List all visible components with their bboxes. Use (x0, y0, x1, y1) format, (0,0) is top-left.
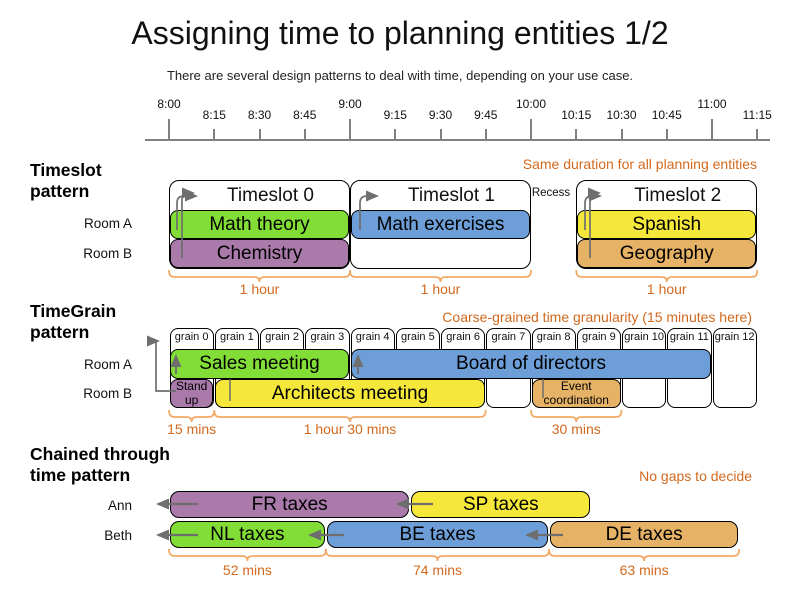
axis-tick-label: 9:45 (474, 108, 498, 122)
event-box: Sales meeting (170, 349, 349, 379)
axis-tick-label: 10:00 (515, 97, 547, 111)
axis-tick-label: 9:00 (338, 97, 362, 111)
duration-label: 1 hour 30 mins (303, 421, 397, 437)
duration-label: 1 hour (646, 281, 687, 297)
axis-tick-label: 10:15 (561, 108, 592, 122)
event-box: NL taxes (170, 521, 325, 548)
axis-tick (439, 129, 442, 141)
grain-box: grain 12 (712, 328, 757, 408)
axis-tick (349, 119, 351, 141)
grain-label: grain 9 (582, 331, 616, 343)
axis-tick (394, 129, 397, 141)
axis-tick (665, 129, 668, 141)
axis-tick (303, 129, 306, 141)
heading-line: pattern (30, 181, 90, 201)
row-label-timeslot: Room A (83, 216, 132, 231)
duration-brace (548, 548, 741, 562)
grain-label: grain 10 (624, 331, 664, 343)
axis-tick-label: 8:45 (293, 108, 317, 122)
annotation-timeslot: Same duration for all planning entities (522, 156, 757, 172)
heading-line: time pattern (30, 465, 131, 485)
event-box: Math exercises (351, 210, 530, 239)
heading-line: Timeslot (30, 160, 102, 180)
timeslot-label: Timeslot 0 (227, 185, 314, 206)
slide-title: Assigning time to planning entities 1/2 (131, 15, 669, 51)
event-box: SP taxes (411, 491, 591, 518)
axis-tick-label: 8:00 (157, 97, 181, 111)
event-box: Spanish (577, 210, 757, 239)
event-box: Math theory (170, 210, 349, 239)
duration-label: 1 hour (239, 281, 280, 297)
grain-label: grain 4 (355, 331, 390, 343)
grain-label: grain 7 (491, 331, 526, 343)
row-label-timegrain: Room A (83, 357, 132, 372)
row-label-chained: Ann (107, 498, 132, 513)
grain-label: grain 3 (310, 331, 345, 343)
grain-label: grain 1 (220, 331, 254, 343)
section-heading-timegrain: TimeGrain pattern (30, 301, 116, 343)
row-label-timegrain: Room B (83, 386, 132, 401)
duration-label: 15 mins (167, 421, 217, 437)
slide-subtitle: There are several design patterns to dea… (166, 68, 634, 83)
event-box: Architects meeting (215, 379, 485, 408)
axis-tick-label: 10:30 (606, 108, 637, 122)
section-heading-timeslot: Timeslot pattern (30, 160, 102, 202)
time-axis-line (145, 139, 770, 141)
event-box: Event coordination (532, 379, 621, 408)
grain-label: grain 2 (265, 331, 299, 343)
event-box: BE taxes (326, 521, 549, 548)
grain-label: grain 11 (669, 331, 709, 343)
duration-label: 1 hour (420, 281, 461, 297)
heading-line: pattern (30, 322, 90, 342)
axis-tick-label: 9:30 (428, 108, 453, 122)
axis-tick (168, 119, 170, 141)
event-box: Chemistry (170, 239, 349, 268)
grain-label: grain 6 (446, 331, 480, 343)
axis-tick-label: 8:15 (202, 108, 226, 122)
duration-label: 63 mins (619, 562, 669, 578)
axis-tick (213, 129, 216, 141)
axis-tick (711, 119, 713, 141)
duration-label: 74 mins (412, 562, 462, 578)
duration-brace (324, 548, 550, 562)
duration-label: 30 mins (551, 421, 601, 437)
axis-tick-label: 11:00 (697, 97, 727, 111)
grain-label: grain 5 (401, 331, 435, 343)
heading-line: TimeGrain (30, 301, 117, 321)
event-box: Board of directors (351, 349, 711, 379)
axis-tick (575, 129, 578, 141)
axis-tick-label: 8:30 (247, 108, 272, 122)
duration-brace (168, 548, 327, 562)
event-box: Geography (577, 239, 757, 268)
timeslot-label: Timeslot 2 (634, 185, 722, 206)
axis-tick-label: 9:15 (383, 108, 407, 122)
annotation-timegrain: Coarse-grained time granularity (15 minu… (442, 309, 752, 325)
axis-tick (484, 129, 487, 141)
event-box: FR taxes (170, 491, 410, 518)
grain-label: grain 12 (714, 331, 755, 343)
section-heading-chained: Chained through time pattern (30, 444, 170, 486)
axis-tick (258, 129, 261, 141)
row-label-chained: Beth (104, 528, 132, 543)
axis-tick-label: 11:15 (742, 108, 772, 122)
axis-tick (620, 129, 623, 141)
axis-tick-label: 10:45 (651, 108, 682, 122)
annotation-chained: No gaps to decide (639, 468, 752, 484)
duration-label: 52 mins (222, 562, 272, 578)
timeslot-label: Timeslot 1 (408, 185, 495, 206)
heading-line: Chained through (30, 444, 170, 464)
row-label-timeslot: Room B (83, 246, 132, 261)
axis-tick (756, 129, 759, 141)
event-box: Stand up (170, 379, 214, 408)
grain-label: grain 8 (536, 331, 571, 343)
grain-label: grain 0 (174, 331, 209, 343)
axis-tick (530, 119, 532, 141)
event-box: DE taxes (550, 521, 739, 548)
recess-label: Recess (531, 187, 571, 199)
